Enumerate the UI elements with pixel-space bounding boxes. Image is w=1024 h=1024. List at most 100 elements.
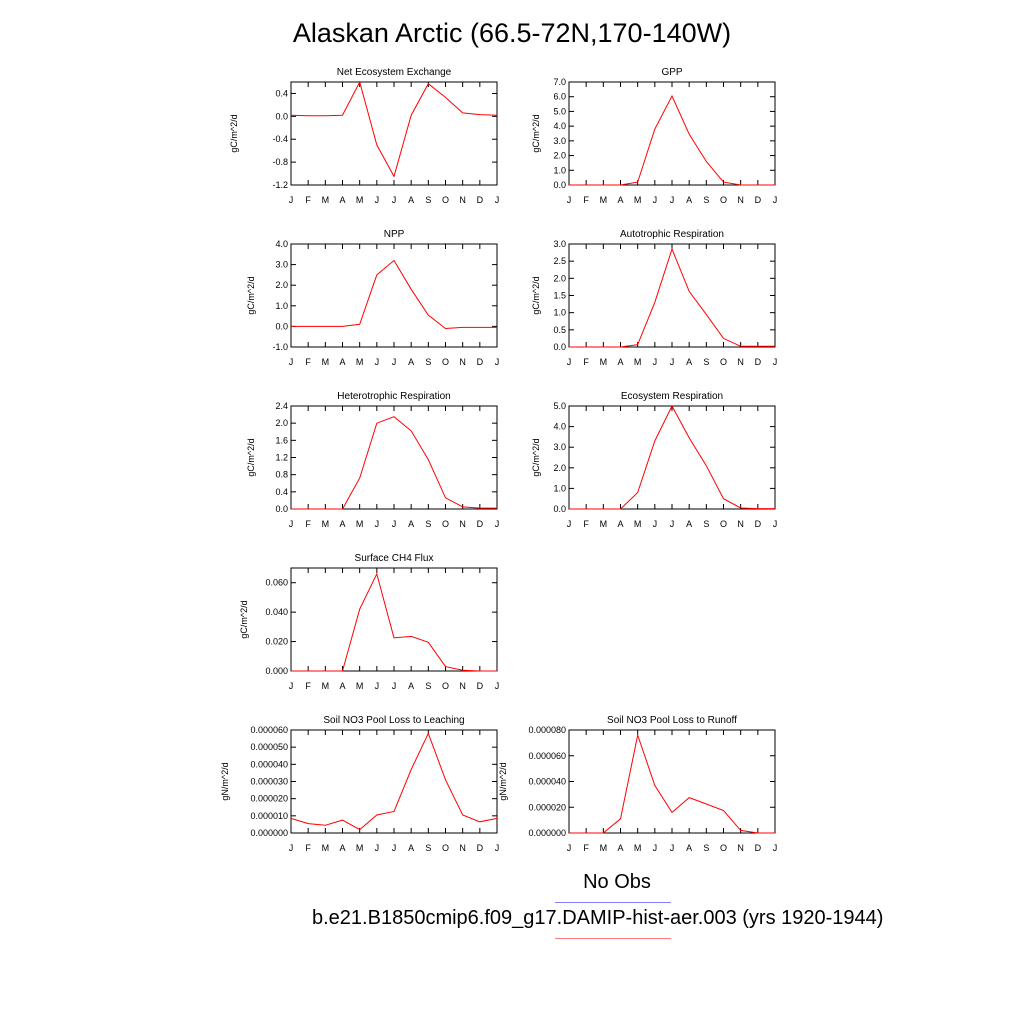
- x-tick-label: J: [495, 681, 500, 691]
- x-tick-label: N: [737, 843, 744, 853]
- x-tick-label: O: [442, 843, 449, 853]
- series-line: [569, 247, 775, 348]
- y-tick-label: 0.0: [553, 342, 566, 352]
- y-tick-label: 0.5: [553, 325, 566, 335]
- x-tick-label: A: [408, 195, 414, 205]
- y-tick-label: 0.060: [265, 578, 288, 588]
- x-tick-label: A: [617, 357, 623, 367]
- x-tick-label: S: [425, 519, 431, 529]
- y-tick-label: 1.0: [553, 308, 566, 318]
- y-tick-label: 0.4: [275, 88, 288, 98]
- x-tick-label: J: [670, 843, 675, 853]
- y-tick-label: 7.0: [553, 77, 566, 87]
- panel-title: GPP: [661, 67, 682, 78]
- x-tick-label: N: [459, 843, 466, 853]
- y-tick-label: 0.0: [275, 504, 288, 514]
- x-tick-label: A: [686, 195, 692, 205]
- x-tick-label: M: [322, 357, 330, 367]
- x-tick-label: M: [600, 357, 608, 367]
- x-tick-label: J: [375, 843, 380, 853]
- y-tick-label: 0.000: [265, 666, 288, 676]
- y-tick-label: 1.6: [275, 435, 288, 445]
- x-tick-label: J: [567, 843, 572, 853]
- x-tick-label: A: [339, 195, 345, 205]
- x-tick-label: A: [617, 195, 623, 205]
- x-tick-label: D: [755, 843, 762, 853]
- x-tick-label: J: [670, 195, 675, 205]
- y-tick-label: 2.0: [553, 463, 566, 473]
- x-tick-label: F: [305, 681, 311, 691]
- x-tick-label: S: [425, 357, 431, 367]
- y-axis-label: gC/m^2/d: [531, 438, 541, 476]
- panel-title: NPP: [384, 229, 405, 240]
- x-tick-label: S: [425, 681, 431, 691]
- x-tick-label: A: [339, 519, 345, 529]
- x-tick-label: J: [392, 681, 397, 691]
- legend-case-line: [555, 938, 671, 939]
- y-tick-label: -1.2: [272, 180, 288, 190]
- y-tick-label: 0.020: [265, 637, 288, 647]
- figure-title: Alaskan Arctic (66.5-72N,170-140W): [292, 18, 732, 48]
- plot-frame: [290, 405, 498, 510]
- y-tick-label: -0.4: [272, 134, 288, 144]
- x-tick-label: J: [495, 843, 500, 853]
- x-tick-label: J: [392, 843, 397, 853]
- x-tick-label: F: [305, 843, 311, 853]
- chart-panel: J F M A M J J A S O N D J0.01.02.03.04.05.0Ecosystem…: [531, 391, 777, 529]
- y-tick-label: 0.0: [275, 111, 288, 121]
- x-tick-label: O: [720, 195, 727, 205]
- x-tick-label: S: [703, 357, 709, 367]
- series-line: [569, 404, 775, 510]
- x-tick-label: F: [583, 843, 589, 853]
- plot-frame: [290, 81, 498, 186]
- plot-frame: [568, 243, 776, 348]
- x-tick-label: D: [755, 519, 762, 529]
- x-tick-label: M: [322, 195, 330, 205]
- plot-frame: [568, 81, 776, 186]
- chart-panel: J F M A M J J A S O N D J0.00.51.01.52.02.53.0Autotr…: [531, 229, 777, 367]
- chart-panel: J F M A M J J A S O N D J-1.00.01.02.03.04.0NPPgC/m^…: [246, 229, 499, 367]
- x-tick-label: F: [583, 357, 589, 367]
- x-tick-label: M: [634, 843, 642, 853]
- x-tick-label: D: [477, 195, 484, 205]
- chart-panel: J F M A M J J A S O N D J0.00.40.81.21.62.02.4Hetero…: [246, 391, 499, 529]
- y-axis-label: gC/m^2/d: [531, 114, 541, 152]
- x-tick-label: J: [289, 195, 294, 205]
- x-tick-label: J: [392, 357, 397, 367]
- y-tick-label: 0.000000: [250, 828, 288, 838]
- y-tick-label: 0.000030: [250, 777, 288, 787]
- plot-frame: [290, 567, 498, 672]
- x-tick-label: N: [459, 195, 466, 205]
- plot-frame: [290, 243, 498, 348]
- x-tick-label: J: [567, 519, 572, 529]
- y-tick-label: 3.0: [553, 442, 566, 452]
- x-tick-label: A: [339, 681, 345, 691]
- chart-panel: J F M A M J J A S O N D J0.0000000.0000100.0000200.0…: [220, 715, 499, 853]
- x-tick-label: O: [720, 843, 727, 853]
- y-tick-label: 5.0: [553, 106, 566, 116]
- x-tick-label: F: [305, 519, 311, 529]
- x-tick-label: D: [755, 357, 762, 367]
- x-tick-label: J: [289, 519, 294, 529]
- y-tick-label: 1.0: [553, 483, 566, 493]
- panel-title: Soil NO3 Pool Loss to Leaching: [323, 715, 464, 726]
- x-tick-label: M: [356, 843, 364, 853]
- y-tick-label: 2.0: [553, 273, 566, 283]
- y-tick-label: 1.0: [275, 301, 288, 311]
- x-tick-label: M: [356, 357, 364, 367]
- x-tick-label: M: [634, 195, 642, 205]
- series-line: [291, 572, 497, 672]
- x-tick-label: F: [583, 519, 589, 529]
- x-tick-label: F: [305, 357, 311, 367]
- x-tick-label: O: [442, 357, 449, 367]
- x-tick-label: M: [322, 843, 330, 853]
- x-tick-label: J: [392, 195, 397, 205]
- y-tick-label: 0.0: [553, 504, 566, 514]
- x-tick-label: A: [617, 519, 623, 529]
- x-tick-label: O: [720, 519, 727, 529]
- panel-title: Surface CH4 Flux: [355, 553, 434, 564]
- x-tick-label: J: [773, 357, 778, 367]
- series-line: [291, 416, 497, 510]
- series-line: [291, 259, 497, 330]
